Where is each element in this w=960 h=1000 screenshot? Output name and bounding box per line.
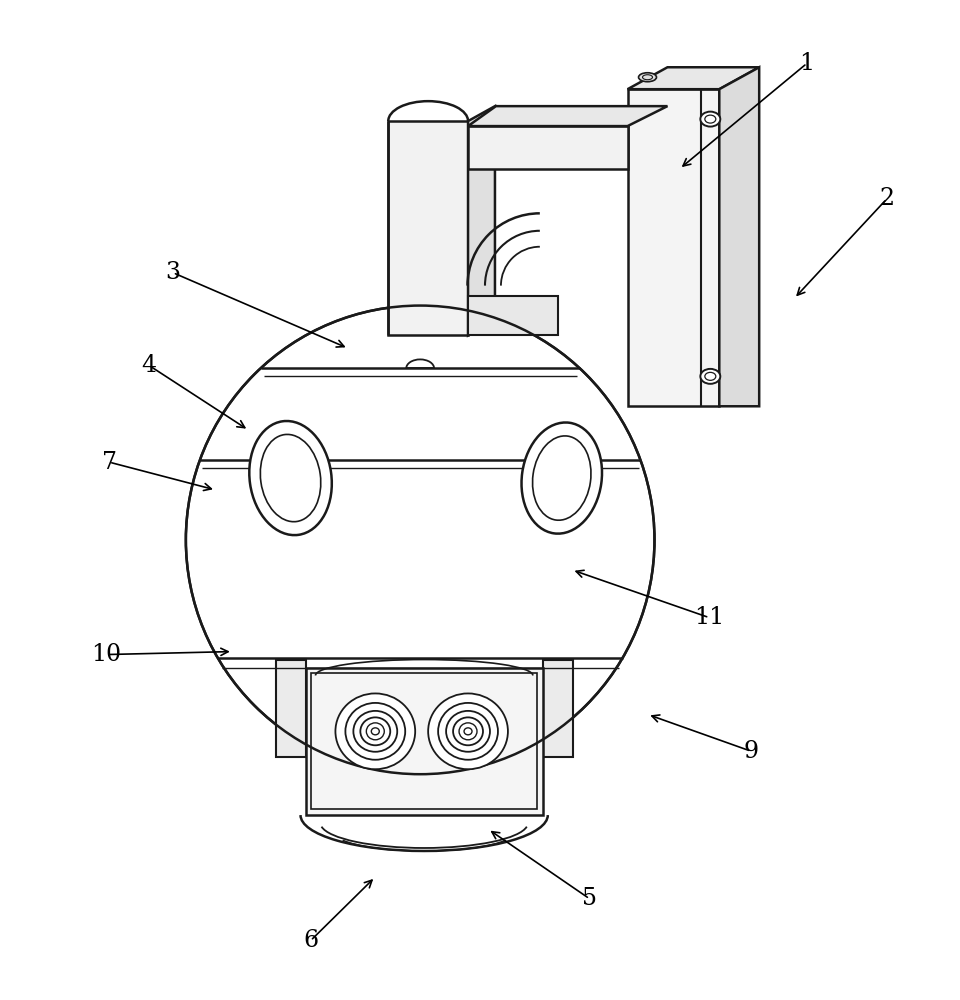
Ellipse shape [353,711,397,752]
Polygon shape [719,67,759,406]
Bar [305,668,542,815]
Text: 1: 1 [800,52,815,75]
Bar [311,673,537,809]
Text: 3: 3 [165,261,180,284]
Ellipse shape [428,693,508,769]
Ellipse shape [438,703,498,760]
Ellipse shape [446,711,490,752]
Ellipse shape [250,421,332,535]
Polygon shape [468,106,495,335]
Bar [468,296,558,335]
Ellipse shape [638,73,657,82]
Text: 10: 10 [91,643,121,666]
Text: 9: 9 [744,740,758,763]
Text: 4: 4 [141,354,156,377]
Polygon shape [468,126,628,169]
Text: 6: 6 [303,929,318,952]
Ellipse shape [464,728,472,735]
Polygon shape [276,660,305,757]
Text: 7: 7 [102,451,116,474]
Text: 2: 2 [879,187,895,210]
Ellipse shape [367,723,384,740]
Ellipse shape [372,728,379,735]
Polygon shape [468,106,667,126]
Polygon shape [628,67,759,89]
Ellipse shape [335,693,415,769]
Bar [628,89,719,406]
Ellipse shape [521,422,602,534]
Ellipse shape [701,112,720,127]
Text: 11: 11 [694,606,725,629]
Bar [388,121,468,335]
Circle shape [186,306,655,774]
Ellipse shape [346,703,405,760]
Ellipse shape [701,369,720,384]
Ellipse shape [360,717,391,745]
Ellipse shape [453,717,483,745]
Text: 5: 5 [582,887,597,910]
Ellipse shape [459,723,477,740]
Polygon shape [542,660,573,757]
